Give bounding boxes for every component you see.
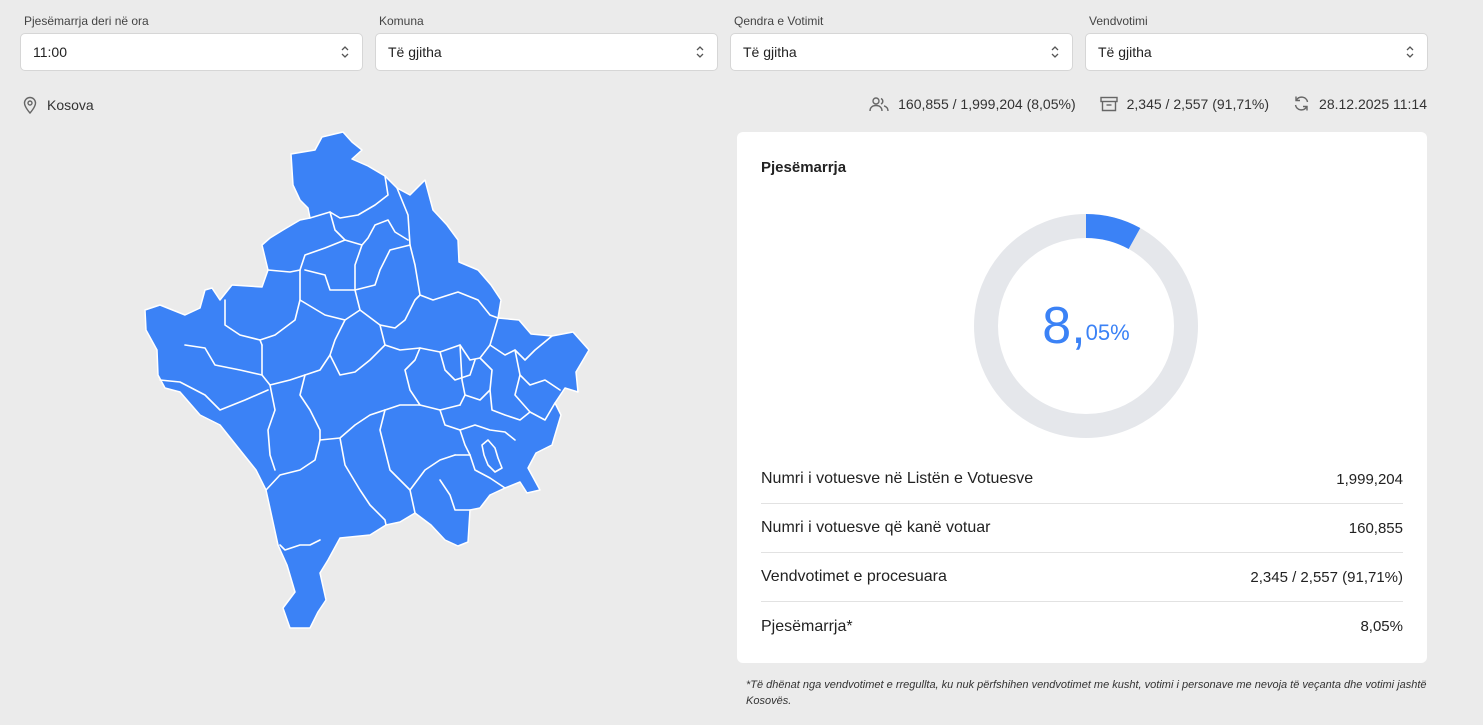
map-municipality-borders — [159, 175, 561, 551]
map-pin-icon — [23, 96, 37, 114]
stations-stat: 2,345 / 2,557 (91,71%) — [1099, 95, 1270, 112]
filter-label: Vendvotimi — [1089, 14, 1148, 28]
select-value: 11:00 — [33, 44, 67, 60]
voters-stat-value: 160,855 / 1,999,204 (8,05%) — [898, 95, 1076, 112]
row-value: 160,855 — [1348, 519, 1403, 537]
voters-stat: 160,855 / 1,999,204 (8,05%) — [869, 95, 1076, 112]
ballot-box-icon — [1099, 96, 1118, 111]
detail-row-turnout: Pjesëmarrja* 8,05% — [761, 602, 1403, 651]
chevron-up-down-icon — [1406, 46, 1414, 58]
detail-row-registered: Numri i votuesve në Listën e Votuesve 1,… — [761, 455, 1403, 504]
select-value: Të gjitha — [743, 44, 797, 60]
row-value: 1,999,204 — [1336, 470, 1403, 488]
filter-label: Komuna — [379, 14, 424, 28]
filter-label: Qendra e Votimit — [734, 14, 824, 28]
refresh-icon — [1294, 96, 1309, 111]
summary-stats: 160,855 / 1,999,204 (8,05%) 2,345 / 2,55… — [845, 95, 1427, 112]
municipality-select[interactable]: Të gjitha — [375, 33, 718, 71]
location-label: Kosova — [47, 97, 94, 113]
card-title: Pjesëmarrja — [761, 159, 847, 176]
chevron-up-down-icon — [1051, 46, 1059, 58]
footnote: *Të dhënat nga vendvotimet e rregullta, … — [746, 679, 1427, 707]
stations-stat-value: 2,345 / 2,557 (91,71%) — [1126, 95, 1270, 112]
turnout-percent-int: 8, — [1042, 297, 1086, 355]
row-label: Numri i votuesve që kanë votuar — [761, 519, 991, 536]
row-value: 8,05% — [1360, 618, 1403, 635]
turnout-time-select[interactable]: 11:00 — [20, 33, 363, 71]
select-value: Të gjitha — [388, 44, 442, 60]
detail-row-voted: Numri i votuesve që kanë votuar 160,855 — [761, 504, 1403, 553]
polling-center-select[interactable]: Të gjitha — [730, 33, 1073, 71]
kosovo-municipality-map[interactable] — [140, 130, 600, 635]
turnout-card: Pjesëmarrja 8, 05% Numri i votuesve në L… — [737, 132, 1427, 663]
row-value: 2,345 / 2,557 (91,71%) — [1250, 568, 1403, 586]
updated-stat: 28.12.2025 11:14 — [1293, 95, 1427, 112]
location-breadcrumb: Kosova — [22, 96, 94, 114]
donut-progress-arc — [1085, 214, 1141, 250]
updated-stat-value: 28.12.2025 11:14 — [1319, 95, 1427, 112]
turnout-details: Numri i votuesve në Listën e Votuesve 1,… — [761, 455, 1403, 651]
row-label: Pjesëmarrja* — [761, 617, 853, 635]
users-icon — [869, 96, 889, 111]
detail-row-stations: Vendvotimet e procesuara 2,345 / 2,557 (… — [761, 553, 1403, 602]
turnout-percent: 8, 05% — [966, 206, 1206, 446]
chevron-up-down-icon — [341, 46, 349, 58]
polling-station-select[interactable]: Të gjitha — [1085, 33, 1428, 71]
filter-polling-center: Qendra e Votimit Të gjitha — [730, 14, 1073, 71]
row-label: Vendvotimet e procesuara — [761, 568, 947, 585]
turnout-percent-dec: 05% — [1085, 320, 1130, 345]
turnout-donut — [974, 214, 1198, 438]
filter-municipality: Komuna Të gjitha — [375, 14, 718, 71]
filter-label: Pjesëmarrja deri në ora — [24, 14, 149, 28]
filter-turnout-time: Pjesëmarrja deri në ora 11:00 — [20, 14, 363, 71]
filter-polling-station: Vendvotimi Të gjitha — [1085, 14, 1428, 71]
select-value: Të gjitha — [1098, 44, 1152, 60]
map-country-outline — [144, 131, 590, 629]
chevron-up-down-icon — [696, 46, 704, 58]
row-label: Numri i votuesve në Listën e Votuesve — [761, 470, 1034, 487]
